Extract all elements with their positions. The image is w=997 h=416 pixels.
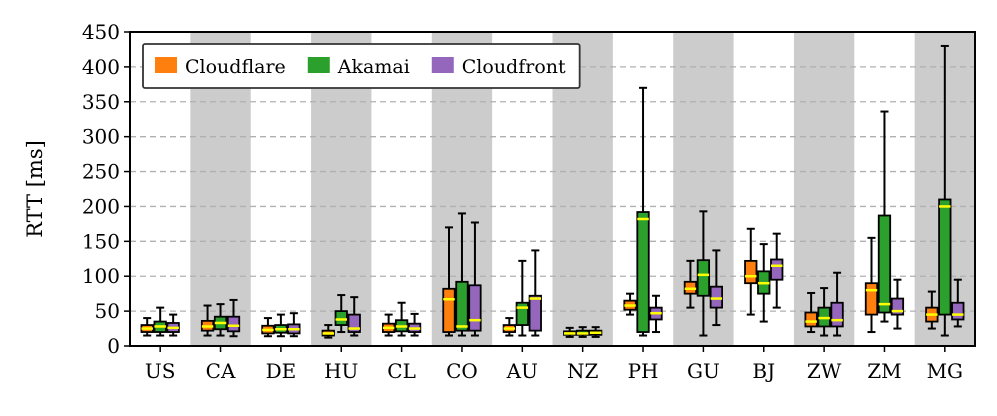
box-cloudfront-mg [951,301,965,321]
x-tick-label-nz: NZ [567,359,599,383]
x-tick-label-bj: BJ [752,359,775,383]
box-cloudflare-zm [864,282,879,316]
x-tick-label-co: CO [446,359,478,383]
y-tick-label-400: 400 [82,55,120,79]
y-tick-label-50: 50 [95,299,120,323]
y-tick-label-150: 150 [82,229,120,253]
legend-label-cloudfront: Cloudfront [462,56,566,78]
legend-swatch-akamai [307,57,330,73]
box-cloudfront-co [468,284,482,332]
legend: Cloudflare Akamai Cloudfront [142,43,581,89]
box-cloudflare-zw [804,311,818,328]
y-axis-label: RTT [ms] [23,140,47,238]
y-tick-label-300: 300 [82,125,120,149]
legend-label-cloudflare: Cloudflare [185,56,286,78]
box-cloudfront-hu [347,313,361,333]
box-cloudfront-bj [770,258,784,281]
x-tick-label-us: US [145,359,176,383]
x-tick-label-zm: ZM [867,359,901,383]
box-akamai-mg [938,198,952,316]
x-tick-label-cl: CL [387,359,416,383]
y-tick-label-100: 100 [82,264,120,288]
box-akamai-ph [636,211,650,333]
box-akamai-hu [334,310,348,326]
y-tick-label-250: 250 [82,160,120,184]
legend-label-akamai: Akamai [337,56,410,78]
legend-swatch-cloudflare [155,57,177,73]
x-tick-label-ca: CA [206,359,236,383]
box-cloudfront-ca [226,315,241,333]
x-tick-label-gu: GU [687,359,720,383]
legend-frame [142,43,581,89]
box-cloudfront-gu [709,285,724,309]
axes: 0 50 100 150 200 250 300 350 400 450 US CA DE HU CL CO A… [82,20,976,383]
y-tick-label-0: 0 [107,334,120,358]
box-cloudfront-au [528,294,542,332]
x-tick-label-zw: ZW [807,359,842,383]
box-cloudflare-bj [744,259,758,285]
x-tick-label-ph: PH [628,359,659,383]
y-tick-label-200: 200 [82,194,120,218]
x-tick-label-de: DE [266,359,297,383]
x-tick-label-hu: HU [324,359,358,383]
y-tick-label-450: 450 [82,20,120,44]
plot-frame [129,31,976,347]
y-tick-label-350: 350 [82,90,120,114]
box-akamai-co [455,280,469,332]
box-akamai-zm [877,214,892,314]
box-akamai-au [515,301,529,326]
x-tick-label-au: AU [506,359,538,383]
box-akamai-gu [696,259,711,297]
box-groups [140,44,965,339]
box-cloudfront-zm [890,297,905,316]
x-tick-label-mg: MG [927,359,963,383]
box-cloudflare-co [442,287,456,333]
legend-swatch-cloudfront [431,57,454,73]
box-cloudfront-zw [830,301,844,328]
